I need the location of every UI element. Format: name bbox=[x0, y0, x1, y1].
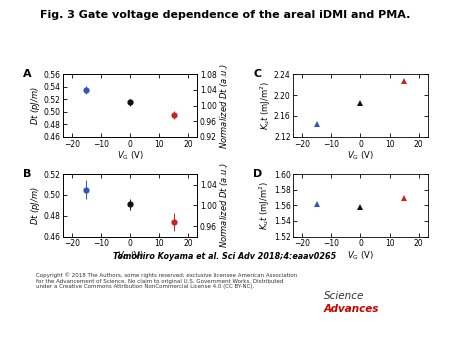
X-axis label: $V_\mathrm{G}$ (V): $V_\mathrm{G}$ (V) bbox=[117, 250, 144, 262]
Text: Copyright © 2018 The Authors, some rights reserved; exclusive licensee American : Copyright © 2018 The Authors, some right… bbox=[36, 272, 297, 289]
Y-axis label: $K_\mathrm{u}t$ (mJ/m$^2$): $K_\mathrm{u}t$ (mJ/m$^2$) bbox=[258, 81, 273, 130]
X-axis label: $V_\mathrm{G}$ (V): $V_\mathrm{G}$ (V) bbox=[347, 250, 374, 262]
Y-axis label: $K_\mathrm{u}t$ (mJ/m$^2$): $K_\mathrm{u}t$ (mJ/m$^2$) bbox=[258, 181, 272, 230]
Text: C: C bbox=[253, 69, 261, 79]
X-axis label: $V_\mathrm{G}$ (V): $V_\mathrm{G}$ (V) bbox=[347, 150, 374, 163]
Y-axis label: $Dt$ (pJ/m): $Dt$ (pJ/m) bbox=[29, 86, 42, 125]
Text: D: D bbox=[253, 169, 262, 179]
Y-axis label: Normalized $Dt$ (a.u.): Normalized $Dt$ (a.u.) bbox=[218, 63, 230, 149]
Text: Advances: Advances bbox=[324, 304, 379, 314]
Y-axis label: Normalized $Dt$ (a.u.): Normalized $Dt$ (a.u.) bbox=[218, 162, 230, 248]
Text: B: B bbox=[23, 169, 31, 179]
Text: A: A bbox=[23, 69, 32, 79]
Text: Tomohiro Koyama et al. Sci Adv 2018;4:eaav0265: Tomohiro Koyama et al. Sci Adv 2018;4:ea… bbox=[113, 252, 337, 261]
Y-axis label: $Dt$ (pJ/m): $Dt$ (pJ/m) bbox=[29, 186, 42, 225]
X-axis label: $V_\mathrm{G}$ (V): $V_\mathrm{G}$ (V) bbox=[117, 150, 144, 163]
Text: Science: Science bbox=[324, 291, 365, 301]
Text: Fig. 3 Gate voltage dependence of the areal iDMI and PMA.: Fig. 3 Gate voltage dependence of the ar… bbox=[40, 10, 410, 20]
